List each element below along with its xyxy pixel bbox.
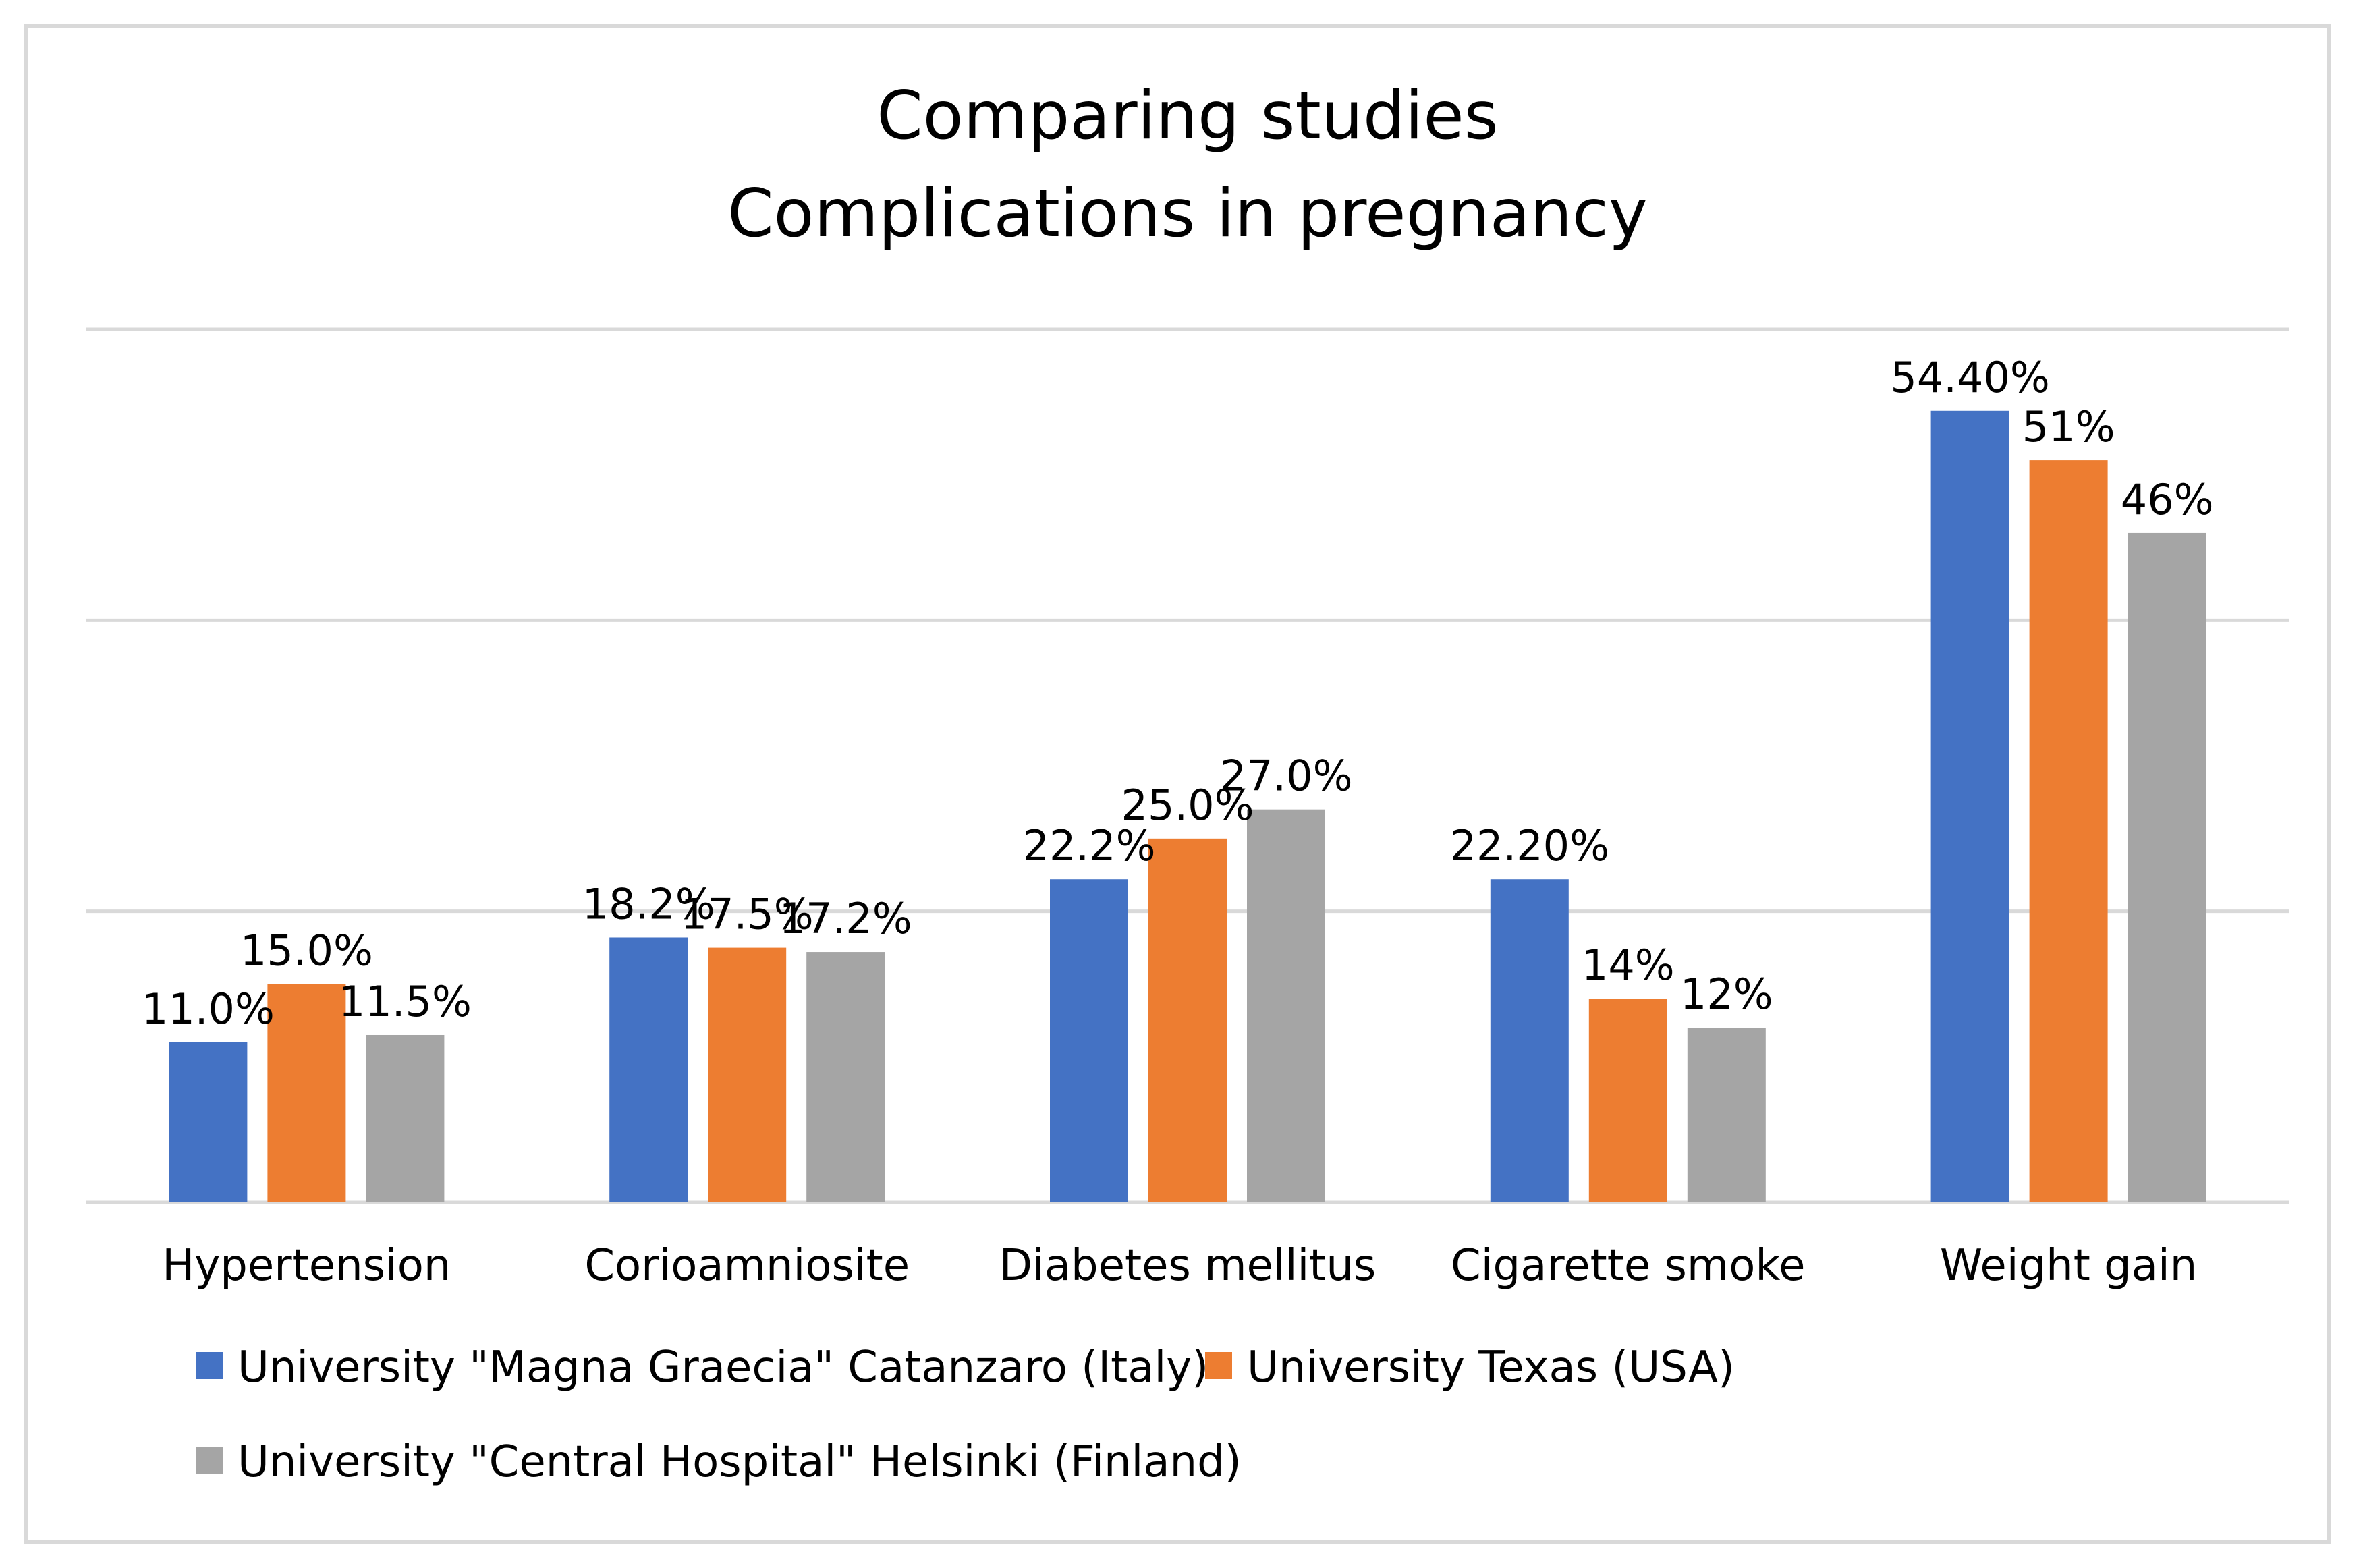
- data-label: 11.5%: [339, 977, 472, 1026]
- category-label: Hypertension: [162, 1241, 451, 1291]
- bars: [169, 410, 2206, 1202]
- category-labels: Hypertension Corioamniosite Diabetes melli…: [162, 1241, 2197, 1291]
- bar-cigarette-smoke-series-2: [1588, 999, 1667, 1202]
- chart-title-line-1: Comparing studies: [877, 78, 1498, 155]
- data-label: 22.2%: [1023, 821, 1156, 870]
- data-label: 54.40%: [1890, 353, 2049, 402]
- legend-label: University Texas (USA): [1247, 1343, 1735, 1393]
- bar-cigarette-smoke-series-1: [1490, 879, 1569, 1202]
- data-label: 18.2%: [582, 879, 715, 928]
- bar-hypertension-series-1: [169, 1042, 248, 1202]
- data-label: 12%: [1680, 970, 1773, 1019]
- category-label: Cigarette smoke: [1451, 1241, 1806, 1291]
- data-label: 46%: [2121, 475, 2214, 524]
- legend-swatch: [196, 1352, 223, 1379]
- legend-swatch: [196, 1447, 223, 1474]
- bar-hypertension-series-2: [267, 984, 346, 1202]
- bar-diabetes-mellitus-series-3: [1247, 809, 1325, 1202]
- bar-cigarette-smoke-series-3: [1687, 1028, 1766, 1202]
- bar-weight-gain-series-2: [2029, 460, 2108, 1202]
- bar-corioamniosite-series-3: [806, 952, 885, 1202]
- legend-label: University "Magna Graecia" Catanzaro (It…: [238, 1343, 1208, 1393]
- category-label: Weight gain: [1940, 1241, 2198, 1291]
- bar-diabetes-mellitus-series-2: [1148, 838, 1227, 1202]
- chart-frame: [24, 24, 2331, 1544]
- category-label: Diabetes mellitus: [999, 1241, 1377, 1291]
- legend: University "Magna Graecia" Catanzaro (It…: [196, 1343, 1735, 1487]
- data-label: 11.0%: [142, 984, 275, 1034]
- data-label: 22.20%: [1450, 821, 1609, 870]
- bar-corioamniosite-series-2: [708, 947, 787, 1202]
- legend-label: University "Central Hospital" Helsinki (…: [238, 1437, 1242, 1487]
- data-labels: 11.0% 15.0%11.5% 18.2%17.5%17.2% 22.2%25.0%…: [142, 353, 2214, 1034]
- data-label: 25.0%: [1121, 781, 1254, 830]
- data-label: 17.2%: [779, 894, 912, 943]
- data-label: 14%: [1582, 941, 1675, 990]
- bar-weight-gain-series-3: [2128, 532, 2206, 1202]
- data-label: 51%: [2022, 402, 2115, 451]
- data-label: 15.0%: [240, 926, 373, 976]
- data-label: 17.5%: [681, 890, 814, 939]
- bar-diabetes-mellitus-series-1: [1050, 879, 1128, 1202]
- bar-weight-gain-series-1: [1930, 410, 2009, 1202]
- data-label: 27.0%: [1220, 752, 1353, 801]
- bar-hypertension-series-3: [366, 1034, 445, 1202]
- legend-swatch: [1205, 1352, 1232, 1379]
- category-label: Corioamniosite: [584, 1241, 910, 1291]
- chart-title-line-2: Complications in pregnancy: [727, 175, 1648, 252]
- bar-corioamniosite-series-1: [609, 937, 688, 1202]
